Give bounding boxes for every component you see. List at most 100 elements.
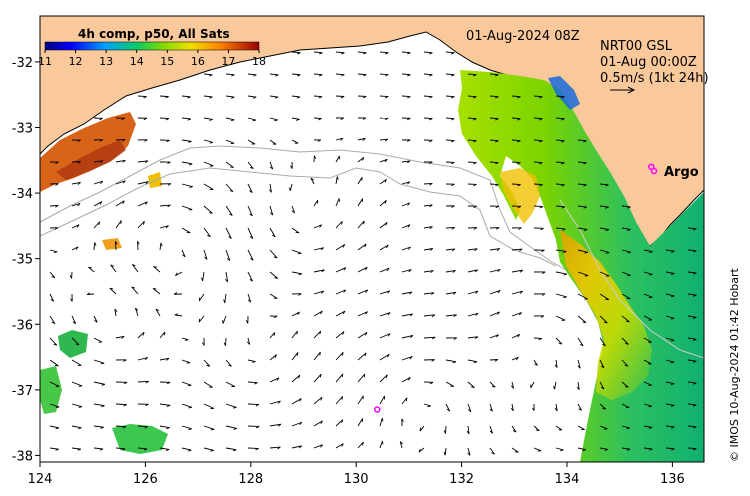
current-vector-head [55, 427, 60, 430]
current-vector-head [137, 241, 140, 245]
colorbar-tick-label: 17 [221, 55, 235, 68]
current-vector-head [152, 287, 157, 290]
current-vector [423, 204, 433, 207]
current-vector [225, 359, 232, 367]
current-vector [555, 95, 565, 98]
current-vector [93, 359, 105, 364]
current-vector [269, 205, 274, 216]
current-vector [181, 183, 193, 188]
current-vector-head [470, 386, 475, 388]
current-vector-head [253, 74, 257, 77]
current-vector-head [342, 244, 346, 248]
current-vector [599, 249, 610, 254]
current-vector-head [255, 448, 259, 451]
current-vector-head [648, 405, 653, 408]
colorbar-ticks: 11 12 13 14 15 16 17 18 [38, 50, 266, 68]
current-vector-head [362, 96, 367, 99]
current-vector-head [384, 179, 387, 183]
current-vector-head [427, 405, 431, 408]
current-vector [665, 425, 675, 428]
current-vector [203, 205, 213, 214]
current-vector-head [175, 272, 178, 276]
current-vector-head [563, 296, 567, 299]
colorbar-ramp [44, 41, 260, 51]
current-vector [181, 359, 191, 364]
current-vector [269, 139, 277, 145]
current-vector-head [473, 118, 477, 121]
current-vector [599, 205, 609, 208]
current-vector [93, 180, 103, 185]
bathymetry-contour-2 [40, 167, 557, 267]
current-vector-head [143, 96, 147, 99]
current-vector [269, 377, 280, 383]
current-vector [401, 269, 412, 273]
current-vector [181, 337, 189, 341]
current-vector-head [277, 423, 282, 427]
current-vector-head [583, 206, 587, 209]
current-vector-head [540, 227, 544, 231]
current-vector [511, 333, 520, 339]
current-vector [489, 425, 493, 434]
current-vector [401, 313, 413, 317]
current-vector-head [452, 361, 457, 364]
current-vector [181, 425, 192, 430]
current-vector [379, 244, 389, 251]
current-vector [159, 403, 171, 406]
current-vector [203, 183, 214, 190]
current-vector [203, 227, 211, 238]
current-vector [335, 443, 344, 449]
current-vector-head [319, 351, 321, 356]
current-vector-head [451, 205, 455, 208]
argo-float-marker [374, 406, 381, 413]
current-vector-head [166, 139, 170, 143]
x-tick-label: 134 [555, 472, 580, 487]
current-vector-head [76, 224, 80, 228]
current-vector [419, 425, 425, 432]
plot-area [40, 16, 704, 462]
current-vector [599, 337, 606, 347]
current-vector [203, 73, 213, 76]
current-vector-head [209, 74, 213, 77]
current-vector [511, 183, 521, 186]
current-vector-head [77, 448, 82, 451]
current-vector [225, 139, 235, 144]
current-vector-head [603, 321, 608, 324]
current-vector [687, 315, 697, 318]
current-vector [181, 161, 193, 165]
current-vector-head [187, 96, 191, 99]
current-vector-head [385, 96, 389, 99]
current-vector-head [341, 221, 343, 225]
current-vector-head [342, 310, 346, 315]
current-vector [155, 308, 161, 317]
current-vector-head [145, 160, 149, 164]
current-vector [467, 359, 478, 363]
current-vector-head [600, 365, 605, 369]
current-vector [621, 205, 631, 208]
current-vector-head [693, 294, 697, 297]
current-vector-head [320, 420, 323, 425]
current-vector [269, 354, 277, 361]
current-vector [357, 441, 364, 449]
current-vector-head [341, 373, 344, 378]
current-vector-head [670, 361, 675, 364]
current-vector-head [473, 227, 478, 230]
current-vector [115, 200, 125, 207]
current-vector [665, 381, 675, 385]
current-vector-head [228, 364, 232, 367]
current-vector-head [143, 117, 148, 121]
current-vector [181, 381, 192, 386]
current-vector-head [296, 96, 301, 99]
current-vector [467, 161, 477, 164]
current-vector [533, 183, 543, 186]
current-vector-head [539, 96, 543, 99]
current-vector [379, 51, 389, 54]
current-vector-head [468, 409, 472, 413]
current-vector-head [209, 212, 213, 214]
current-vector [423, 117, 433, 120]
current-vector-head [451, 162, 455, 165]
current-vector [269, 423, 281, 427]
current-vector [269, 95, 279, 98]
current-vector-head [343, 289, 347, 293]
current-vector-head [165, 118, 170, 121]
current-vector-head [145, 201, 148, 205]
